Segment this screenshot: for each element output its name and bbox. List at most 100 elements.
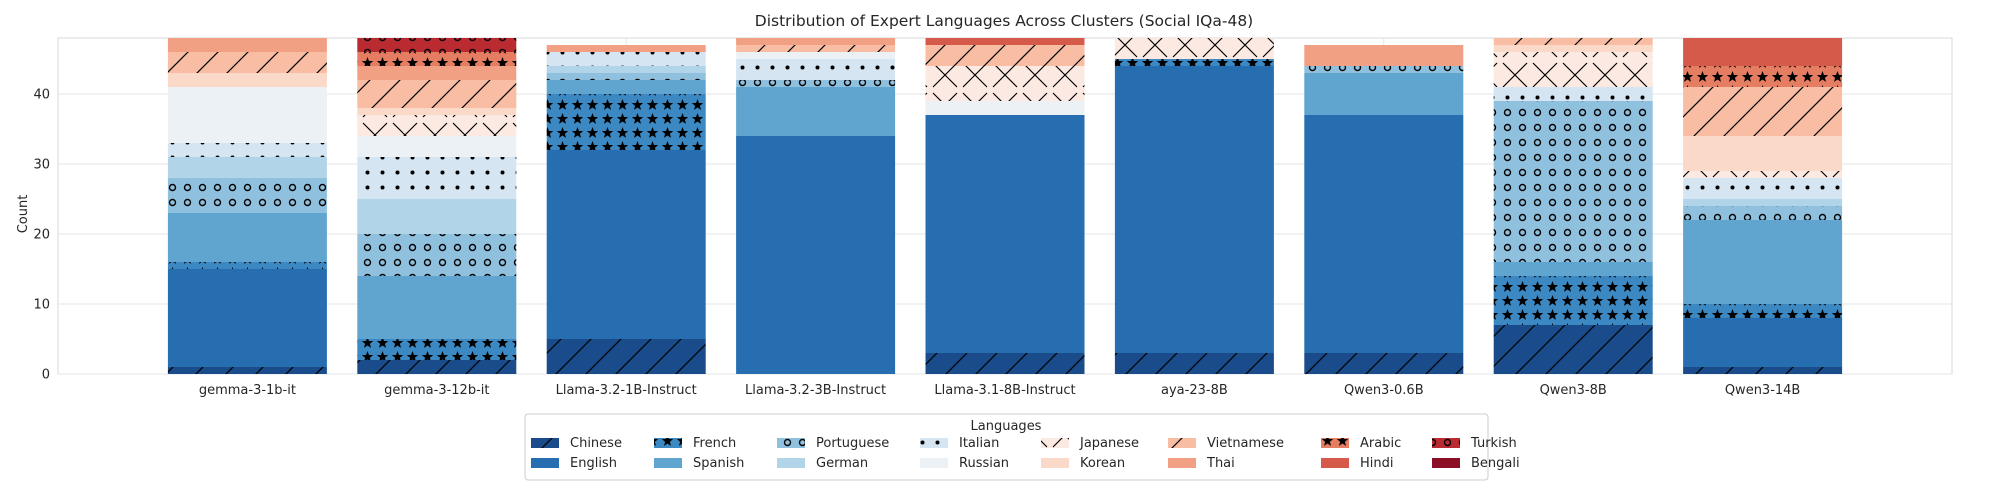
bar-segment-english: [925, 115, 1085, 353]
bar-segment-french: [1683, 304, 1843, 318]
bar-segment-spanish: [1493, 262, 1653, 276]
legend-label-chinese: Chinese: [570, 436, 622, 451]
bar-segment-chinese: [167, 367, 327, 374]
x-tick-label: Qwen3-0.6B: [1344, 383, 1424, 398]
bar-segment-korean: [1683, 136, 1843, 171]
legend-swatch-russian: [920, 458, 948, 468]
y-tick-label: 0: [42, 368, 50, 383]
bar-segment-spanish: [357, 276, 517, 339]
legend-swatch-bengali: [1432, 458, 1460, 468]
bar-segment-korean: [1493, 45, 1653, 52]
bar-segment-french: [1114, 59, 1274, 66]
legend-label-italian: Italian: [959, 436, 999, 451]
bar-segment-russian: [925, 101, 1085, 115]
x-tick-label: Qwen3-14B: [1725, 383, 1801, 398]
bar-segment-chinese: [1304, 353, 1464, 374]
legend-label-arabic: Arabic: [1360, 436, 1401, 451]
bar-segment-japanese: [1493, 52, 1653, 87]
bar-segment-german: [167, 157, 327, 178]
bar-segment-german: [546, 66, 706, 73]
legend-label-spanish: Spanish: [693, 456, 744, 471]
bar-segment-portuguese: [1493, 101, 1653, 262]
x-tick-label: Llama-3.2-1B-Instruct: [556, 383, 697, 398]
bar-segment-chinese: [1114, 353, 1274, 374]
x-tick-label: gemma-3-1b-it: [199, 383, 296, 398]
bar-segment-portuguese: [546, 73, 706, 80]
legend-title: Languages: [971, 419, 1042, 434]
bar-segment-vietnamese: [167, 52, 327, 73]
legend-label-german: German: [816, 456, 868, 471]
bar-segment-german: [357, 199, 517, 234]
bar-segment-vietnamese: [736, 45, 896, 52]
bar-segment-russian: [167, 87, 327, 143]
y-tick-label: 10: [33, 298, 50, 313]
bar-segment-turkish: [357, 38, 517, 52]
legend: Languages Chinese English French Spanish Por…: [524, 413, 1520, 481]
bar-segment-italian: [1683, 178, 1843, 199]
legend-swatch-japanese: [1041, 438, 1069, 448]
bar-segment-german: [1683, 199, 1843, 206]
x-tick-label: Llama-3.1-8B-Instruct: [934, 383, 1075, 398]
bar-segment-chinese: [925, 353, 1085, 374]
legend-swatch-turkish: [1432, 438, 1460, 448]
bar-segment-japanese: [1114, 38, 1274, 59]
bar-segment-chinese: [1493, 325, 1653, 374]
bar-segment-vietnamese: [1493, 38, 1653, 45]
bar-segment-chinese: [357, 360, 517, 374]
bar-segment-chinese: [1683, 367, 1843, 374]
bar-segment-spanish: [1683, 220, 1843, 304]
bar-segment-french: [357, 339, 517, 360]
bar-segment-portuguese: [1304, 66, 1464, 73]
legend-swatch-spanish: [654, 458, 682, 468]
bar-segment-english: [736, 136, 896, 374]
bar-segment-english: [1114, 66, 1274, 353]
bar-segment-english: [1683, 318, 1843, 367]
legend-swatch-italian: [920, 438, 948, 448]
bar-segment-portuguese: [357, 234, 517, 276]
legend-label-thai: Thai: [1206, 456, 1235, 471]
bar-segment-italian: [1493, 87, 1653, 101]
legend-label-bengali: Bengali: [1471, 456, 1520, 471]
y-tick-label: 30: [33, 158, 50, 173]
bar-segment-spanish: [736, 87, 896, 136]
legend-swatch-hindi: [1321, 458, 1349, 468]
legend-swatch-arabic: [1321, 438, 1349, 448]
bar-segment-thai: [167, 38, 327, 52]
legend-label-vietnamese: Vietnamese: [1207, 436, 1284, 451]
legend-swatch-english: [531, 458, 559, 468]
bar-segment-chinese: [546, 339, 706, 374]
bar-segment-italian: [736, 59, 896, 80]
legend-label-russian: Russian: [959, 456, 1009, 471]
bar-segment-thai: [736, 38, 896, 45]
x-tick-label: Qwen3-8B: [1540, 383, 1607, 398]
bars: [167, 38, 1843, 374]
legend-frame: [524, 413, 1489, 481]
y-tick-label: 20: [33, 228, 50, 243]
bar-segment-italian: [546, 52, 706, 66]
legend-swatch-thai: [1168, 458, 1196, 468]
bar-segment-portuguese: [1683, 206, 1843, 220]
bar-segment-vietnamese: [925, 45, 1085, 66]
legend-label-portuguese: Portuguese: [816, 436, 889, 451]
bar-segment-spanish: [167, 213, 327, 262]
y-tick-label: 40: [33, 88, 50, 103]
bar-segment-thai: [546, 45, 706, 52]
legend-label-korean: Korean: [1080, 456, 1125, 471]
bar-segment-arabic: [1683, 66, 1843, 87]
bar-segment-spanish: [546, 80, 706, 94]
x-tick-label: gemma-3-12b-it: [384, 383, 489, 398]
legend-swatch-portuguese: [777, 438, 805, 448]
x-tick-label: aya-23-8B: [1161, 383, 1228, 398]
bar-segment-japanese: [1683, 171, 1843, 178]
bar-segment-japanese: [357, 115, 517, 136]
bar-segment-italian: [357, 157, 517, 199]
legend-label-hindi: Hindi: [1360, 456, 1394, 471]
bar-segment-italian: [167, 143, 327, 157]
legend-swatch-french: [654, 438, 682, 448]
legend-swatch-vietnamese: [1168, 438, 1196, 448]
legend-label-english: English: [570, 456, 617, 471]
legend-swatch-chinese: [531, 438, 559, 448]
bar-segment-korean: [357, 108, 517, 115]
bar-segment-vietnamese: [357, 80, 517, 108]
